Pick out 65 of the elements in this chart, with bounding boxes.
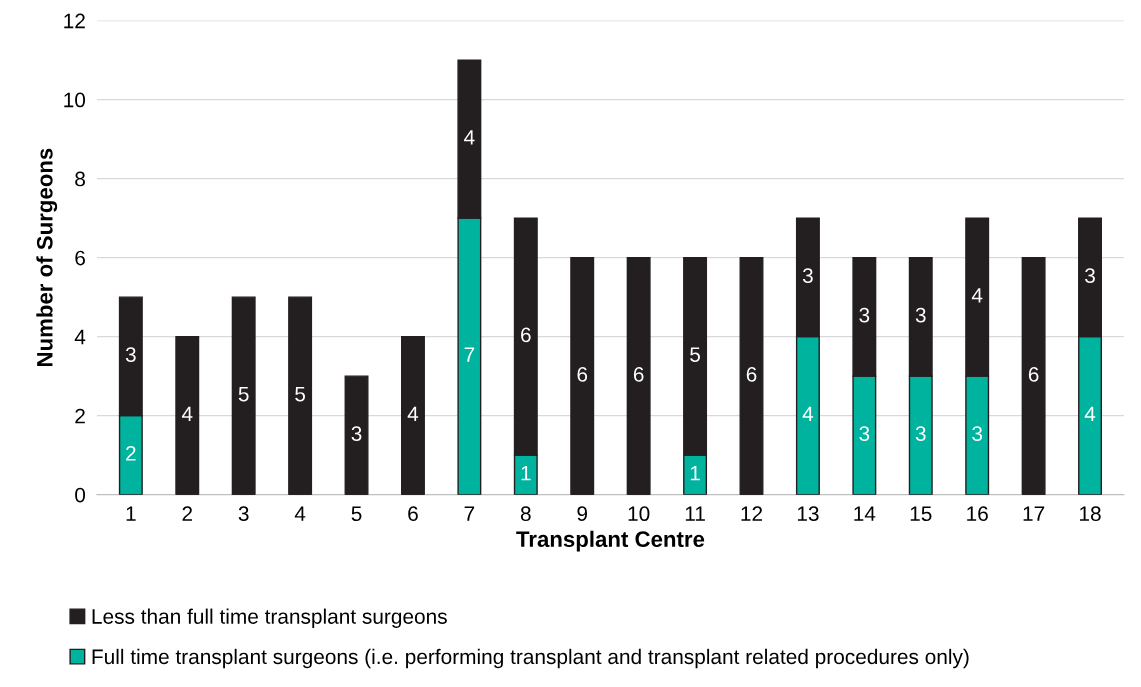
y-tick-label: 6: [75, 250, 85, 266]
bar: [344, 375, 369, 495]
x-tick-label: 4: [294, 506, 306, 521]
y-tick-label: 2: [75, 408, 85, 424]
data-label: 3: [859, 426, 870, 441]
bar: [626, 256, 651, 495]
data-label: 3: [802, 268, 813, 283]
y-tick-label: 0: [75, 487, 86, 503]
data-label: 4: [464, 130, 475, 145]
legend-label: Full time transplant surgeons (i.e. performing transplant and transplant related procedures only): [92, 648, 969, 669]
x-tick-label: 15: [910, 506, 932, 522]
bar: [175, 335, 200, 495]
data-label: 6: [746, 366, 757, 382]
bar: [288, 296, 313, 495]
x-tick-label: 9: [577, 506, 588, 522]
bar: [400, 335, 425, 495]
data-label: 1: [690, 465, 700, 481]
y-tick-label: 12: [64, 13, 85, 29]
x-tick-label: 1: [126, 506, 136, 521]
data-label: 5: [690, 347, 700, 362]
data-label: 1: [521, 465, 531, 481]
x-tick-label: 16: [967, 506, 988, 522]
bar: [231, 296, 256, 495]
data-label: 3: [859, 307, 870, 323]
data-label: 3: [351, 426, 362, 441]
data-label: 3: [915, 426, 926, 441]
bar: [570, 256, 595, 495]
data-label: 5: [238, 386, 249, 402]
data-label: 6: [633, 366, 644, 382]
x-tick-label: 17: [1023, 506, 1045, 521]
data-label: 4: [407, 406, 419, 422]
x-tick-label: 8: [520, 506, 531, 522]
data-label: 3: [972, 426, 983, 441]
x-tick-label: 11: [685, 506, 705, 521]
x-tick-label: 18: [1080, 506, 1101, 522]
data-label: 4: [1084, 406, 1096, 422]
y-tick-label: 10: [64, 92, 86, 108]
x-tick-label: 14: [854, 506, 876, 521]
x-tick-label: 5: [351, 506, 362, 522]
x-tick-label: 13: [797, 506, 819, 522]
data-label: 5: [295, 386, 306, 402]
data-label: 7: [464, 347, 475, 362]
x-tick-label: 2: [182, 506, 193, 521]
y-tick-label: 8: [75, 171, 85, 187]
x-tick-label: 6: [408, 506, 418, 522]
x-tick-label: 7: [464, 506, 475, 521]
x-axis-title: Transplant Centre: [516, 530, 705, 552]
legend-label: Less than full time transplant surgeons: [92, 608, 447, 628]
data-label: 4: [181, 406, 193, 422]
bar: [1021, 256, 1046, 495]
data-label: 6: [577, 366, 588, 382]
data-label: 6: [1028, 366, 1039, 382]
data-label: 2: [126, 445, 136, 461]
data-label: 6: [521, 327, 531, 343]
x-tick-label: 3: [238, 506, 249, 522]
x-tick-label: 12: [741, 506, 763, 521]
data-label: 4: [971, 288, 983, 303]
bar: [739, 256, 764, 495]
y-tick-label: 4: [74, 329, 86, 345]
data-label: 3: [125, 347, 136, 362]
data-label: 3: [915, 307, 926, 323]
x-tick-label: 10: [628, 506, 650, 522]
data-label: 4: [802, 406, 814, 422]
data-label: 3: [1085, 268, 1095, 283]
y-axis-title: Number of Surgeons: [36, 148, 58, 367]
